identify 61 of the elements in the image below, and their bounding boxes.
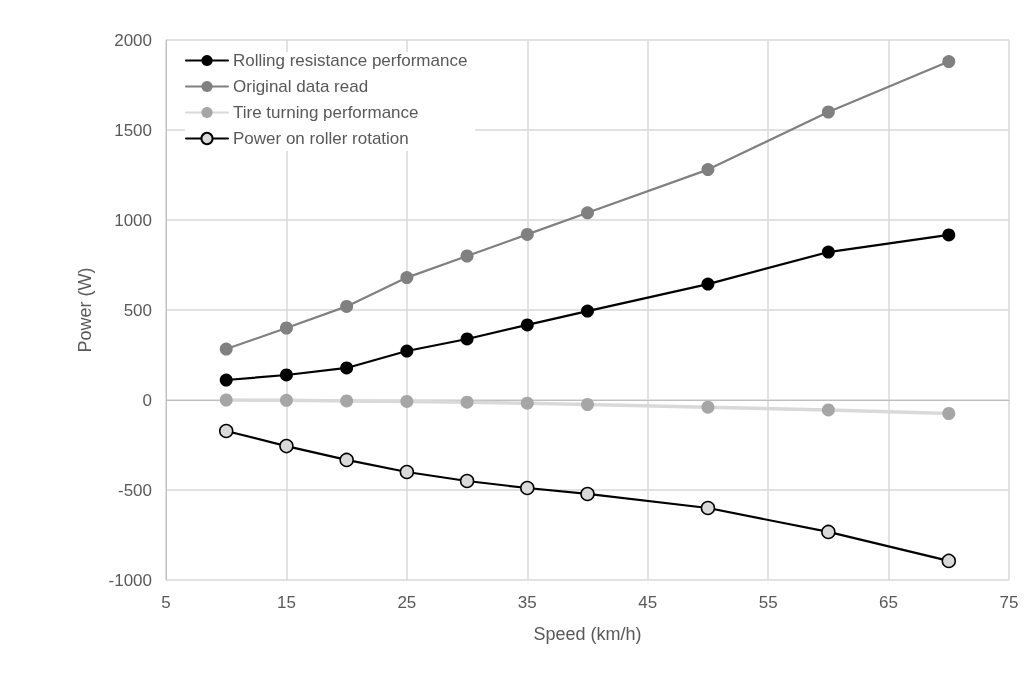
point [520, 480, 535, 496]
point [581, 304, 594, 318]
x-axis-title: Speed (km/h) [533, 624, 642, 644]
point [279, 368, 293, 382]
legend-label: Tire turning performance [233, 103, 419, 122]
x-tick-label: 25 [397, 593, 417, 612]
point [821, 105, 835, 119]
point [520, 318, 534, 332]
point [218, 423, 234, 439]
point [219, 393, 233, 407]
y-tick-label: -1000 [108, 570, 152, 590]
y-axis-title: Power (W) [75, 267, 95, 353]
point [460, 395, 474, 409]
point [400, 271, 414, 285]
point [942, 407, 956, 420]
point [460, 249, 474, 263]
legend-label: Original data read [233, 77, 369, 96]
legend-label: Power on roller rotation [233, 129, 409, 148]
point [339, 452, 354, 468]
x-tick-label: 45 [638, 593, 658, 612]
point [581, 398, 594, 411]
y-tick-label: 2000 [114, 30, 152, 50]
x-tick-label: 35 [517, 593, 537, 612]
point [701, 277, 715, 291]
point [941, 553, 957, 569]
point [821, 524, 836, 540]
point [701, 400, 715, 414]
point [942, 228, 956, 242]
point [340, 299, 354, 313]
point [580, 486, 595, 502]
point [340, 361, 354, 375]
point [279, 438, 294, 454]
y-tick-label: 0 [142, 390, 152, 410]
point [459, 473, 475, 489]
point [942, 55, 956, 69]
x-tick-label: 55 [758, 593, 778, 612]
point [399, 464, 415, 480]
y-tick-label: -500 [117, 480, 152, 500]
point [400, 394, 414, 408]
point [279, 321, 293, 335]
point [219, 373, 233, 387]
point [821, 245, 835, 259]
point [520, 227, 534, 241]
point [460, 332, 474, 346]
x-tick-label: 65 [879, 593, 899, 612]
x-tick-label: 5 [161, 593, 171, 612]
point [581, 206, 594, 220]
legend-label: Rolling resistance performance [233, 51, 468, 70]
point [340, 394, 354, 408]
point [400, 344, 414, 358]
y-tick-label: 1000 [114, 210, 152, 230]
point [520, 396, 534, 410]
point [700, 500, 716, 516]
x-tick-label: 75 [999, 593, 1019, 612]
point [219, 342, 233, 356]
point [701, 163, 715, 177]
x-tick-label: 15 [276, 593, 296, 612]
point [279, 393, 293, 407]
point [821, 403, 835, 417]
y-tick-label: 500 [123, 300, 152, 320]
y-tick-label: 1500 [114, 120, 152, 140]
